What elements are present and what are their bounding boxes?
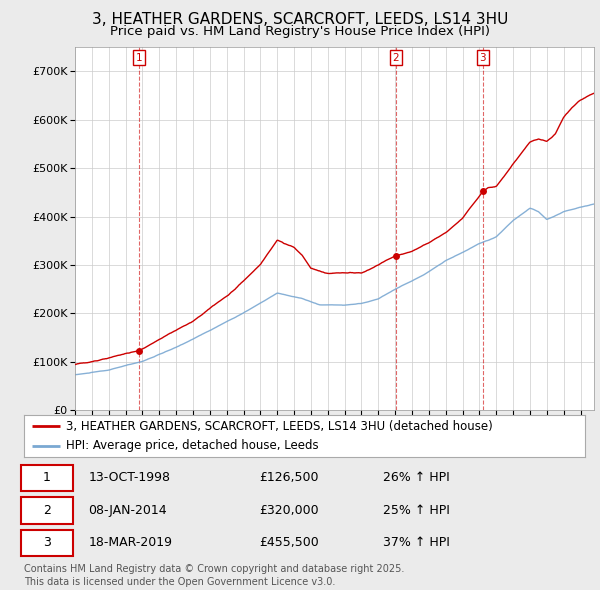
Text: 18-MAR-2019: 18-MAR-2019	[89, 536, 173, 549]
Text: HPI: Average price, detached house, Leeds: HPI: Average price, detached house, Leed…	[66, 440, 319, 453]
Text: 1: 1	[43, 471, 51, 484]
Text: 2: 2	[392, 53, 399, 63]
Text: 37% ↑ HPI: 37% ↑ HPI	[383, 536, 450, 549]
FancyBboxPatch shape	[21, 465, 73, 491]
Text: Contains HM Land Registry data © Crown copyright and database right 2025.
This d: Contains HM Land Registry data © Crown c…	[24, 564, 404, 587]
Text: 26% ↑ HPI: 26% ↑ HPI	[383, 471, 450, 484]
Text: 3: 3	[479, 53, 486, 63]
Text: 3, HEATHER GARDENS, SCARCROFT, LEEDS, LS14 3HU: 3, HEATHER GARDENS, SCARCROFT, LEEDS, LS…	[92, 12, 508, 27]
Text: 3: 3	[43, 536, 51, 549]
Text: 13-OCT-1998: 13-OCT-1998	[89, 471, 170, 484]
Text: £455,500: £455,500	[260, 536, 319, 549]
Text: Price paid vs. HM Land Registry's House Price Index (HPI): Price paid vs. HM Land Registry's House …	[110, 25, 490, 38]
FancyBboxPatch shape	[21, 497, 73, 523]
Text: 1: 1	[136, 53, 142, 63]
Text: 25% ↑ HPI: 25% ↑ HPI	[383, 504, 450, 517]
Text: £126,500: £126,500	[260, 471, 319, 484]
Text: 3, HEATHER GARDENS, SCARCROFT, LEEDS, LS14 3HU (detached house): 3, HEATHER GARDENS, SCARCROFT, LEEDS, LS…	[66, 419, 493, 432]
Text: 08-JAN-2014: 08-JAN-2014	[89, 504, 167, 517]
Text: 2: 2	[43, 504, 51, 517]
FancyBboxPatch shape	[21, 530, 73, 556]
Text: £320,000: £320,000	[260, 504, 319, 517]
